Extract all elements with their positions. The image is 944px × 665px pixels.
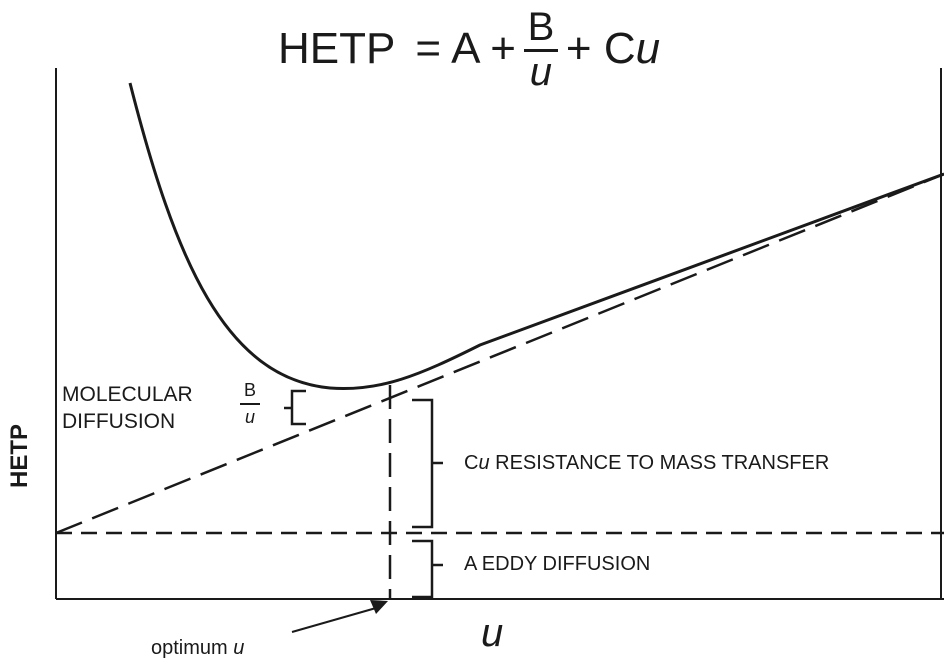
optimum-arrow-head (370, 600, 388, 614)
b-over-u-denominator: u (244, 406, 255, 427)
equation-fraction-denominator: u (529, 49, 553, 94)
optimum-u-text: optimum (151, 637, 228, 659)
molecular-diffusion-line2: DIFFUSION (62, 410, 176, 433)
equation-term-a: A + (451, 24, 516, 73)
equation-fraction: B u (523, 4, 558, 94)
molecular-diffusion-bracket (284, 389, 306, 426)
eddy-diffusion-bracket (412, 539, 443, 599)
optimum-arrow-shaft (291, 607, 377, 633)
mass-transfer-line (55, 172, 944, 535)
equation: HETP = A + B u + C u (278, 7, 661, 92)
eddy-diffusion-label: A EDDY DIFFUSION (464, 553, 651, 575)
b-over-u-bar (240, 403, 260, 405)
mass-transfer-c: C (464, 452, 479, 474)
mass-transfer-bracket (412, 398, 443, 529)
molecular-diffusion-line1: MOLECULAR (62, 383, 193, 406)
hetp-curve (128, 82, 944, 391)
x-axis-label: u (481, 611, 504, 655)
mass-transfer-u: u (478, 452, 490, 474)
equation-fraction-bar (523, 48, 558, 52)
molecular-diffusion-label: MOLECULAR DIFFUSION (62, 381, 193, 435)
equation-term-c-variable: u (635, 24, 661, 73)
optimum-u-variable: u (233, 637, 245, 659)
equation-equals: = (415, 24, 442, 73)
mass-transfer-text: RESISTANCE TO MASS TRANSFER (495, 452, 830, 474)
b-over-u-label: B u (240, 380, 260, 428)
equation-term-c: + C (565, 24, 636, 73)
b-over-u-numerator: B (243, 380, 256, 400)
mass-transfer-label: Cu RESISTANCE TO MASS TRANSFER (464, 452, 829, 475)
equation-fraction-numerator: B (527, 4, 555, 49)
equation-lhs: HETP (278, 24, 396, 73)
optimum-u-label: optimum u (151, 637, 244, 660)
y-axis-label: HETP (6, 423, 33, 488)
